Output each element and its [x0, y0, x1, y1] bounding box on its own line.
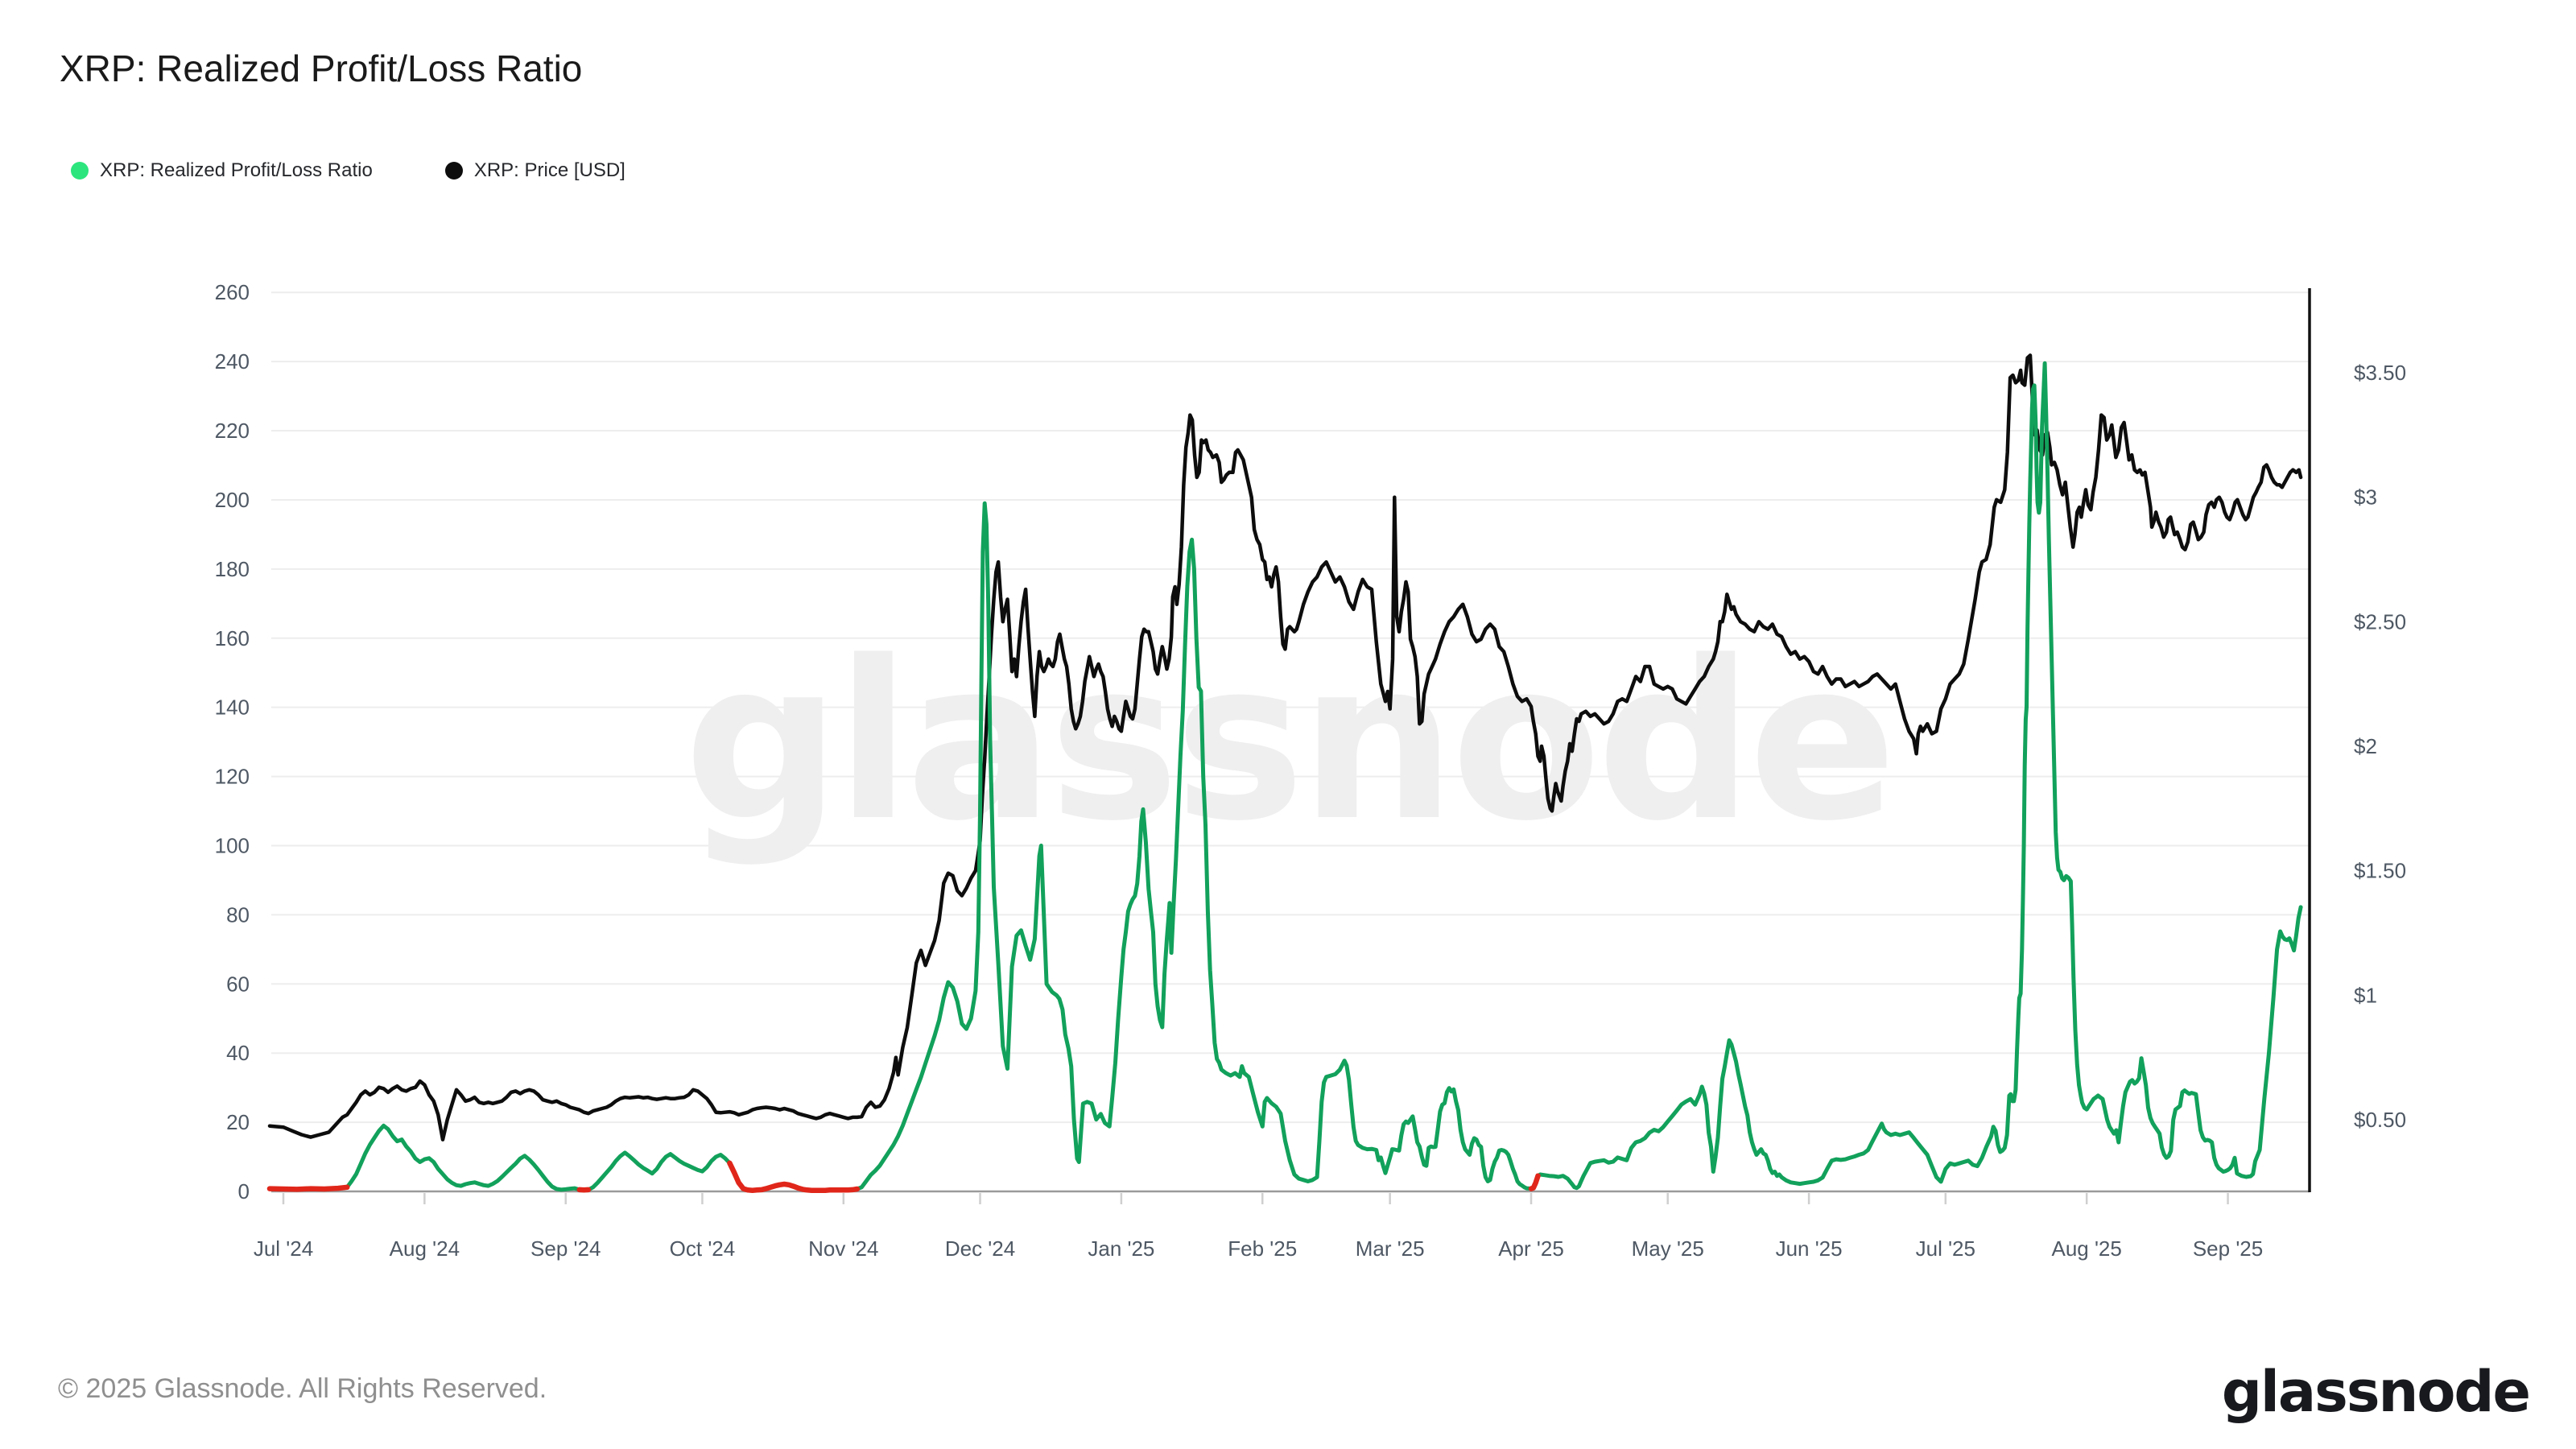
- glassnode-watermark: glassnode: [684, 615, 1893, 869]
- svg-text:Aug '25: Aug '25: [2051, 1236, 2121, 1261]
- svg-text:Jan '25: Jan '25: [1088, 1236, 1154, 1261]
- left-axis-labels: 0 20 40 60 80 100 120 140 160 180 200 220 240 260: [215, 280, 250, 1203]
- svg-text:100: 100: [215, 833, 250, 857]
- svg-text:Aug '24: Aug '24: [390, 1236, 460, 1261]
- svg-text:$1.50: $1.50: [2354, 859, 2406, 883]
- svg-text:200: 200: [215, 488, 250, 512]
- glassnode-logo: glassnode: [2221, 1359, 2531, 1425]
- svg-text:$1: $1: [2354, 983, 2377, 1007]
- svg-text:80: 80: [226, 902, 250, 927]
- svg-text:Dec '24: Dec '24: [945, 1236, 1015, 1261]
- svg-text:20: 20: [226, 1110, 250, 1134]
- svg-text:Apr '25: Apr '25: [1498, 1236, 1564, 1261]
- ratio-series-dot-icon: [71, 162, 89, 180]
- svg-text:May '25: May '25: [1632, 1236, 1704, 1261]
- gridlines: [271, 291, 2310, 1193]
- svg-text:120: 120: [215, 765, 250, 789]
- svg-text:Oct '24: Oct '24: [670, 1236, 736, 1261]
- svg-text:$3.50: $3.50: [2354, 361, 2406, 385]
- ratio-loss-segment: [266, 1184, 350, 1192]
- svg-text:$2.50: $2.50: [2354, 609, 2406, 634]
- svg-text:$3: $3: [2354, 485, 2377, 510]
- svg-text:Nov '24: Nov '24: [808, 1236, 878, 1261]
- right-axis-labels: $0.50 $1 $1.50 $2 $2.50 $3 $3.50: [2354, 361, 2406, 1132]
- svg-text:Sep '24: Sep '24: [530, 1236, 601, 1261]
- svg-text:$0.50: $0.50: [2354, 1108, 2406, 1132]
- svg-text:$2: $2: [2354, 734, 2377, 758]
- svg-text:Mar '25: Mar '25: [1356, 1236, 1425, 1261]
- svg-text:Feb '25: Feb '25: [1228, 1236, 1297, 1261]
- price-line: [267, 353, 2303, 1141]
- svg-text:Jul '24: Jul '24: [254, 1236, 313, 1261]
- ratio-loss-segment: [727, 1160, 861, 1193]
- ratio-loss-segment: [1528, 1173, 1541, 1191]
- svg-text:260: 260: [215, 280, 250, 304]
- legend-label-ratio: XRP: Realized Profit/Loss Ratio: [100, 159, 373, 181]
- legend-item-price[interactable]: XRP: Price [USD]: [444, 159, 625, 182]
- svg-text:160: 160: [215, 626, 250, 650]
- price-series-dot-icon: [444, 162, 463, 180]
- page-title: XRP: Realized Profit/Loss Ratio: [60, 47, 583, 89]
- svg-text:Jun '25: Jun '25: [1776, 1236, 1843, 1261]
- svg-text:Jul '25: Jul '25: [1916, 1236, 1975, 1261]
- svg-text:40: 40: [226, 1041, 250, 1065]
- legend-item-ratio[interactable]: XRP: Realized Profit/Loss Ratio: [71, 159, 373, 182]
- svg-text:Sep '25: Sep '25: [2193, 1236, 2263, 1261]
- svg-text:140: 140: [215, 696, 250, 720]
- svg-text:220: 220: [215, 419, 250, 443]
- svg-text:60: 60: [226, 972, 250, 996]
- x-axis-labels: Jul '24 Aug '24 Sep '24 Oct '24 Nov '24 Dec '…: [254, 1236, 2263, 1261]
- svg-text:240: 240: [215, 349, 250, 374]
- svg-text:0: 0: [238, 1179, 250, 1203]
- chart-legend: XRP: Realized Profit/Loss Ratio XRP: Pri…: [71, 159, 625, 182]
- x-axis-ticks: [282, 1193, 2229, 1204]
- legend-label-price: XRP: Price [USD]: [473, 159, 625, 181]
- copyright-text: © 2025 Glassnode. All Rights Reserved.: [58, 1373, 547, 1404]
- svg-text:180: 180: [215, 557, 250, 581]
